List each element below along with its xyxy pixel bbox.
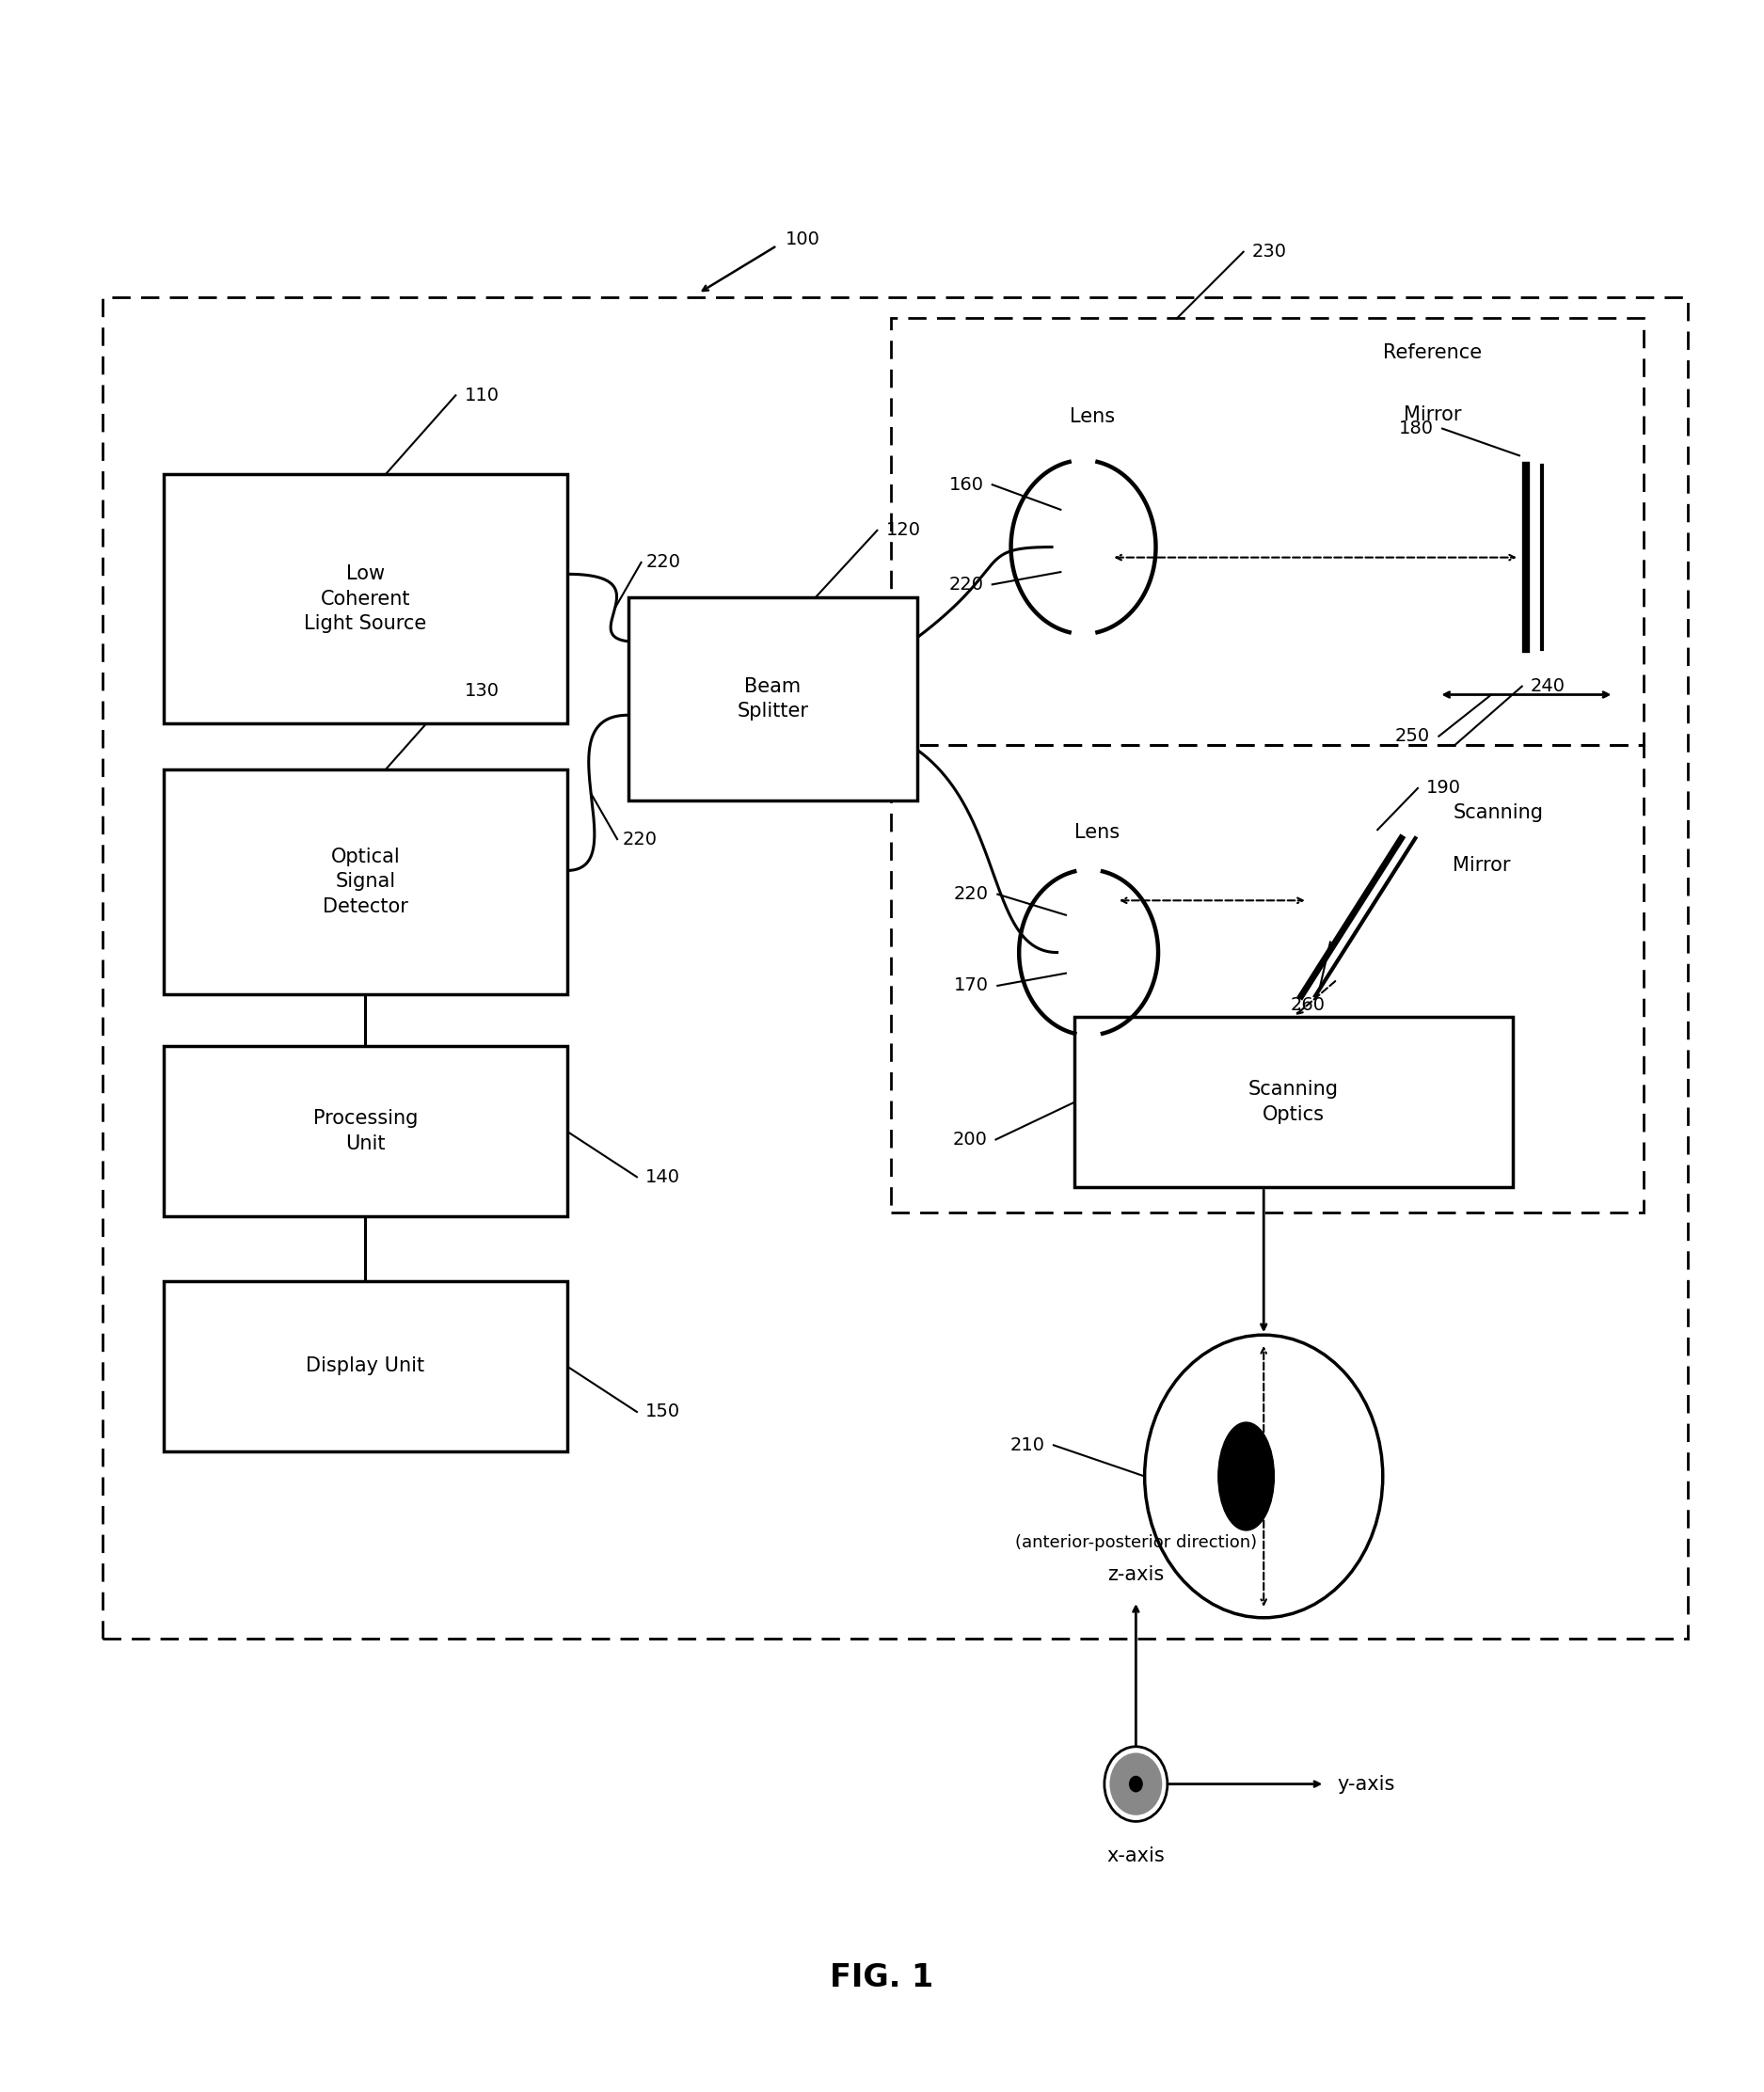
Text: z-axis: z-axis [1108,1565,1164,1584]
Bar [628,596,917,801]
Text: Processing
Unit: Processing Unit [312,1109,418,1153]
Text: 100: 100 [785,230,820,249]
Bar [102,297,1688,1638]
Text: x-axis: x-axis [1106,1847,1164,1866]
Bar [164,1046,566,1215]
Text: 210: 210 [1011,1437,1044,1454]
Text: 170: 170 [954,977,990,994]
Text: (anterior-posterior direction): (anterior-posterior direction) [1014,1533,1256,1550]
Text: Mirror: Mirror [1404,406,1462,425]
Text: 200: 200 [953,1130,988,1149]
Circle shape [1110,1753,1162,1816]
Bar [164,1280,566,1452]
Text: 120: 120 [886,521,921,540]
Text: 180: 180 [1399,420,1434,437]
Text: 220: 220 [949,575,984,594]
Bar [891,745,1644,1213]
Text: 220: 220 [623,831,658,847]
Text: 220: 220 [954,885,990,904]
Text: FIG. 1: FIG. 1 [831,1962,933,1994]
Text: Reference: Reference [1383,343,1482,362]
Text: Beam
Splitter: Beam Splitter [737,678,808,720]
Text: 140: 140 [646,1167,681,1186]
Text: 260: 260 [1289,996,1325,1015]
Text: Lens: Lens [1074,824,1120,843]
Text: Low
Coherent
Light Source: Low Coherent Light Source [303,565,427,634]
Text: Display Unit: Display Unit [307,1358,425,1377]
Text: 130: 130 [464,682,499,699]
Text: Mirror: Mirror [1454,856,1510,874]
Bar [164,475,566,724]
Text: 240: 240 [1531,678,1565,695]
Text: 250: 250 [1395,728,1431,745]
Text: 230: 230 [1252,243,1288,262]
Circle shape [1104,1747,1168,1822]
Text: 190: 190 [1427,780,1461,797]
Text: Scanning: Scanning [1454,803,1544,822]
Text: 110: 110 [464,387,499,404]
Bar [1074,1017,1512,1188]
Bar [891,318,1644,745]
Bar [164,770,566,994]
Circle shape [1129,1776,1143,1793]
Text: Lens: Lens [1069,408,1115,427]
Text: 150: 150 [646,1404,681,1420]
Text: 160: 160 [949,475,984,494]
Text: 220: 220 [646,554,681,571]
Text: Scanning
Optics: Scanning Optics [1249,1079,1339,1123]
Text: y-axis: y-axis [1337,1774,1395,1793]
Text: Optical
Signal
Detector: Optical Signal Detector [323,847,407,916]
Ellipse shape [1219,1423,1274,1531]
